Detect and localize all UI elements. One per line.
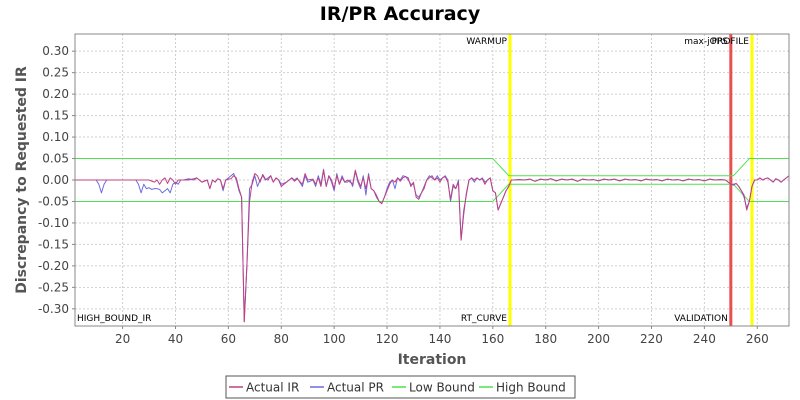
y-tick-label: 0.25 (42, 66, 69, 80)
series-line-low-bound (75, 183, 789, 202)
y-axis-title: Discrepancy to Requested IR (14, 66, 30, 294)
y-axis-ticks: 0.30 0.25 0.20 0.15 0.10 0.05 0.00 -0.05 -0.10 -0… (38, 44, 75, 316)
legend-label-high-bound: High Bound (496, 381, 566, 395)
x-axis-ticks: 20 40 60 80 100 120 140 160 180 200 220 240 260 (115, 326, 769, 346)
x-tick-label: 200 (587, 332, 610, 346)
legend-label-low-bound: Low Bound (409, 381, 475, 395)
x-tick-label: 40 (168, 332, 183, 346)
series-line-actual-ir (75, 169, 790, 323)
marker-line-max-jops (729, 34, 733, 326)
y-tick-label: 0.10 (42, 130, 69, 144)
legend-label-actual-pr: Actual PR (327, 381, 384, 395)
y-tick-label: -0.20 (38, 259, 69, 273)
x-tick-label: 100 (323, 332, 346, 346)
series-layer (75, 158, 790, 323)
y-tick-label: -0.10 (38, 216, 69, 230)
x-tick-label: 260 (746, 332, 769, 346)
y-tick-label: -0.25 (38, 280, 69, 294)
marker-label-rt-curve: RT_CURVE (461, 314, 507, 324)
x-tick-label: 140 (428, 332, 451, 346)
y-tick-label: 0.05 (42, 152, 69, 166)
x-tick-label: 220 (640, 332, 663, 346)
marker-label-validation: VALIDATION (674, 314, 728, 324)
legend: Actual IR Actual PR Low Bound High Bound (225, 375, 576, 399)
y-tick-label: -0.15 (38, 237, 69, 251)
x-tick-label: 240 (693, 332, 716, 346)
x-tick-label: 160 (481, 332, 504, 346)
y-tick-label: 0.00 (42, 173, 69, 187)
marker-label-high-bound-ir: HIGH_BOUND_IR (77, 314, 151, 324)
x-axis-title: Iteration (398, 352, 467, 368)
x-tick-label: 60 (221, 332, 236, 346)
x-tick-label: 20 (115, 332, 130, 346)
x-tick-label: 120 (376, 332, 399, 346)
x-tick-label: 80 (274, 332, 289, 346)
y-tick-label: 0.15 (42, 109, 69, 123)
marker-line-profile (750, 34, 754, 326)
marker-label-max-jops: max-jOPS (684, 37, 728, 47)
y-tick-label: -0.05 (38, 194, 69, 208)
y-tick-label: -0.30 (38, 302, 69, 316)
marker-labels: WARMUP RT_CURVE max-jOPS VALIDATION PROFILE H… (77, 37, 749, 324)
marker-label-warmup: WARMUP (466, 37, 507, 47)
marker-lines (508, 34, 754, 326)
series-line-high-bound (75, 158, 789, 177)
marker-label-profile: PROFILE (712, 37, 750, 47)
y-tick-label: 0.20 (42, 87, 69, 101)
y-tick-label: 0.30 (42, 44, 69, 58)
chart-title: IR/PR Accuracy (320, 3, 481, 25)
legend-label-actual-ir: Actual IR (246, 381, 299, 395)
x-tick-label: 180 (534, 332, 557, 346)
marker-line-warmup (508, 34, 512, 326)
